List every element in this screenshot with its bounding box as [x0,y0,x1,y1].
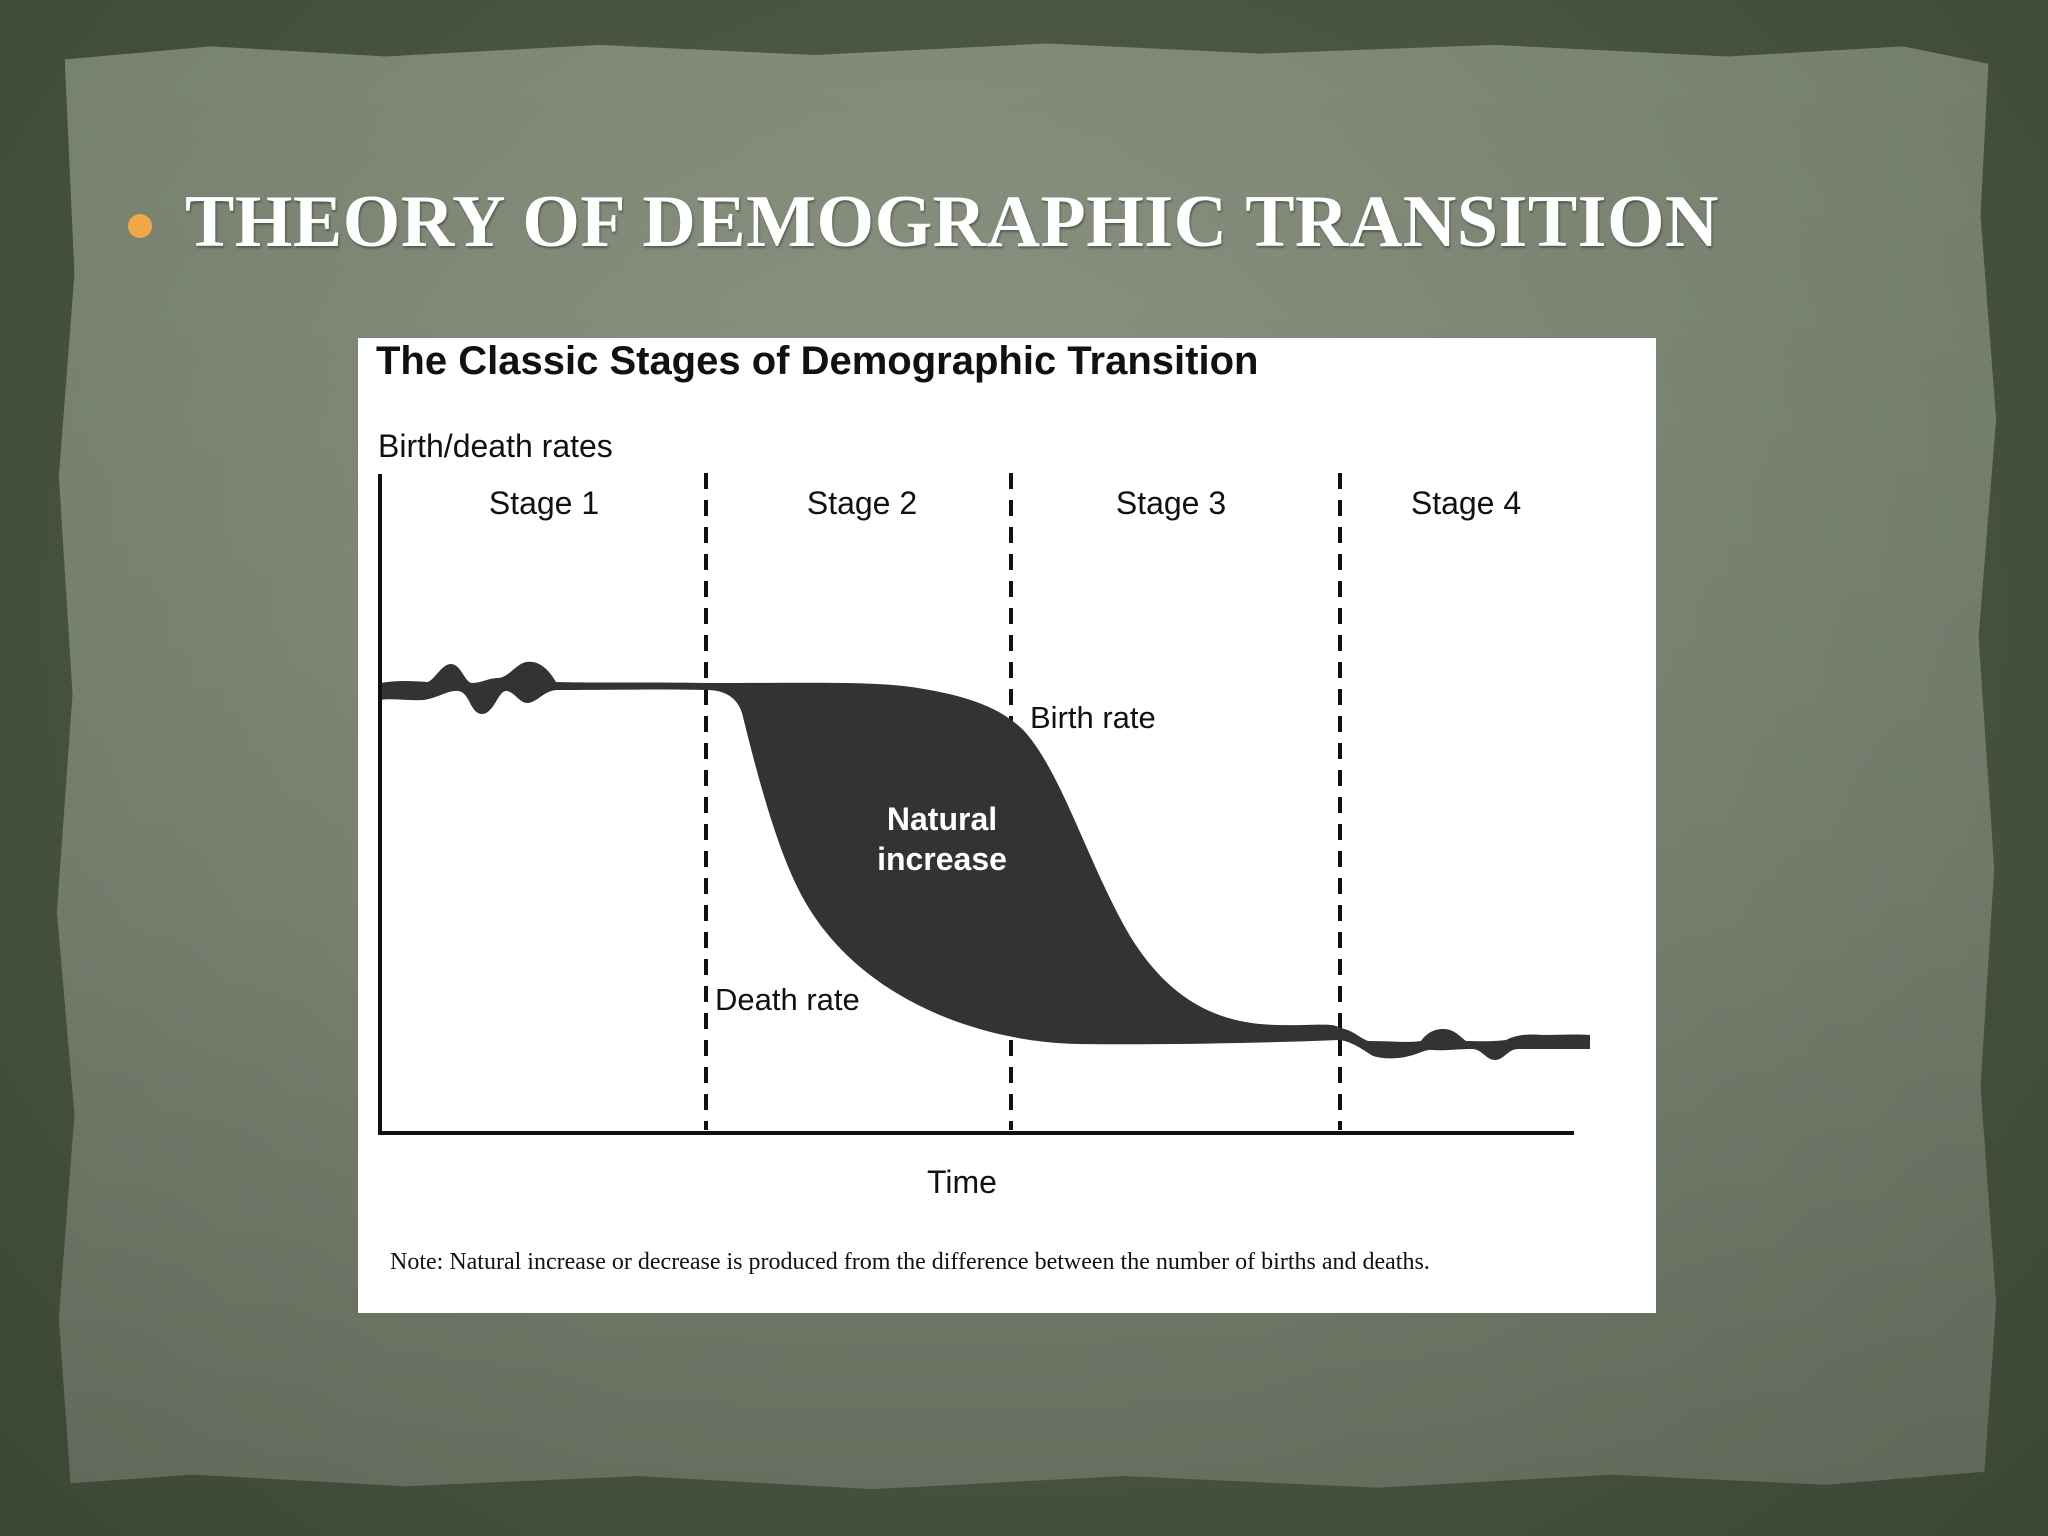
natural-increase-area [706,682,1340,1045]
demographic-transition-diagram: The Classic Stages of Demographic Transi… [376,339,1590,1200]
birth-rate-label: Birth rate [1030,700,1156,735]
bullet-dot-icon [128,214,152,238]
y-axis-label: Birth/death rates [378,428,613,464]
natural-increase-label-line2: increase [877,841,1007,877]
stage-4-fluctuation-band [1340,1028,1590,1060]
diagram-card: The Classic Stages of Demographic Transi… [358,338,1656,1313]
natural-increase-label-line1: Natural [887,801,997,837]
stage-3-label: Stage 3 [1116,485,1226,521]
death-rate-label: Death rate [715,982,860,1017]
figure-note: Note: Natural increase or decrease is pr… [390,1249,1430,1275]
x-axis-label: Time [927,1164,997,1200]
figure-title: The Classic Stages of Demographic Transi… [376,339,1258,383]
stage-2-label: Stage 2 [807,485,917,521]
stage-1-fluctuation-band [380,661,706,714]
stage-4-label: Stage 4 [1411,485,1521,521]
slide-title: THEORY OF DEMOGRAPHIC TRANSITION [185,181,1719,263]
stage-1-label: Stage 1 [489,485,599,521]
